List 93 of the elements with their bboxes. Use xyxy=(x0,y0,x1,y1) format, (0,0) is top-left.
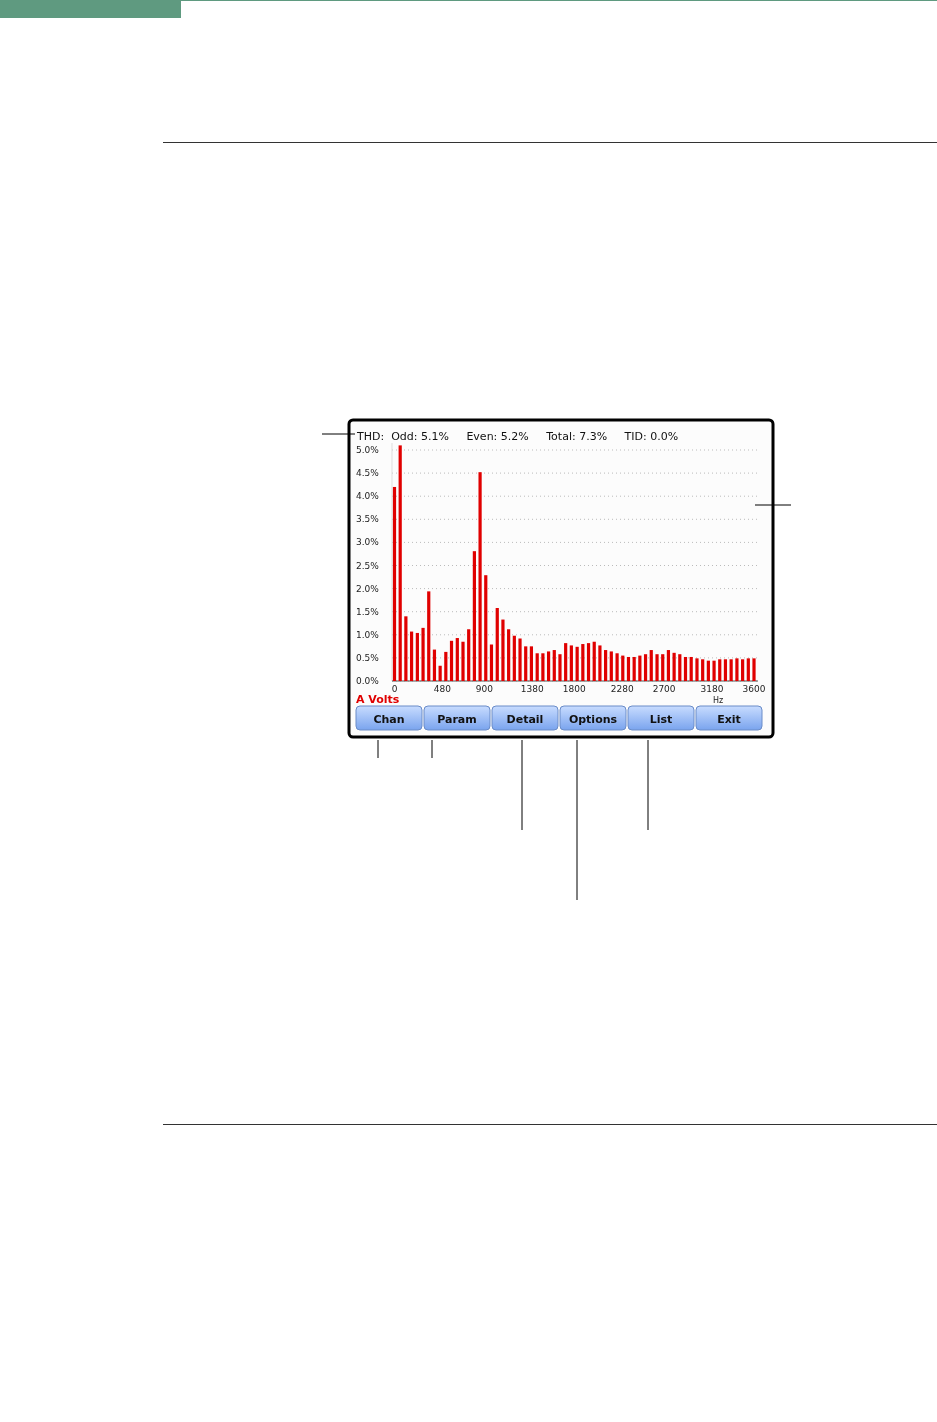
bar xyxy=(484,575,488,681)
y-tick-label: 1.5% xyxy=(356,606,380,617)
bar xyxy=(569,645,573,681)
x-tick-label: 2280 xyxy=(610,684,634,694)
bar xyxy=(649,650,653,681)
x-tick-label: 3600 xyxy=(742,684,766,694)
x-tick-label: 0 xyxy=(391,684,398,694)
bar xyxy=(495,608,499,681)
bar xyxy=(478,472,482,681)
x-tick-label: 900 xyxy=(475,684,494,694)
y-tick-label: 2.5% xyxy=(356,560,380,571)
bar xyxy=(741,659,745,681)
bar xyxy=(392,486,397,681)
bar xyxy=(666,650,671,681)
bar xyxy=(524,646,528,681)
x-tick-label: 2700 xyxy=(652,684,676,694)
y-tick-label: 4.5% xyxy=(356,468,380,479)
bar xyxy=(609,651,613,681)
text: Chan xyxy=(373,713,405,726)
bar xyxy=(581,644,585,681)
bar xyxy=(444,651,448,681)
bar xyxy=(552,650,556,681)
bar xyxy=(643,654,648,681)
bar xyxy=(461,641,465,681)
bar xyxy=(592,641,596,681)
bar xyxy=(501,619,505,681)
y-tick-label: 1.0% xyxy=(356,629,380,640)
bar xyxy=(455,638,459,681)
bar xyxy=(558,654,562,681)
text: A Volts xyxy=(356,693,400,706)
bar xyxy=(729,659,733,681)
chart-title: THD: Odd: 5.1% Even: 5.2% Total: 7.3% TID: 0.0% xyxy=(356,430,679,443)
bar xyxy=(512,635,516,681)
bar xyxy=(404,616,408,681)
bar xyxy=(575,646,579,681)
bar xyxy=(718,659,722,681)
bar xyxy=(701,659,705,681)
x-tick-label: 3180 xyxy=(700,684,724,694)
bar xyxy=(689,656,693,681)
y-tick-label: 4.0% xyxy=(356,491,380,502)
text: Param xyxy=(437,713,477,726)
y-tick-label: 2.0% xyxy=(356,583,380,594)
bar xyxy=(604,650,608,681)
y-tick-label: 0.5% xyxy=(356,652,380,663)
x-tick-label: 480 xyxy=(433,684,452,694)
text: Detail xyxy=(506,713,544,726)
text: Exit xyxy=(717,713,741,726)
bar xyxy=(661,654,665,681)
text: Options xyxy=(568,713,618,726)
bar xyxy=(735,658,739,681)
bar xyxy=(598,645,602,681)
bar xyxy=(409,631,414,681)
bar xyxy=(626,656,631,681)
x-tick-label: 1800 xyxy=(562,684,586,694)
bar xyxy=(712,660,716,681)
bar xyxy=(472,551,476,681)
bar xyxy=(632,656,636,681)
bar xyxy=(398,445,402,681)
bar xyxy=(586,643,591,681)
bar xyxy=(638,655,642,681)
bar xyxy=(529,646,534,681)
bar xyxy=(507,629,511,681)
bar xyxy=(564,643,568,681)
bar xyxy=(752,658,756,681)
bar xyxy=(706,660,710,681)
text: List xyxy=(649,713,673,726)
y-tick-label: 3.0% xyxy=(356,537,380,548)
bar xyxy=(723,659,728,681)
bar xyxy=(683,656,688,681)
bar xyxy=(421,627,425,681)
bar xyxy=(621,655,625,681)
bar xyxy=(678,654,682,681)
bar xyxy=(467,629,471,681)
bar xyxy=(415,632,419,681)
bar xyxy=(449,640,454,681)
bar xyxy=(746,658,750,681)
bar xyxy=(615,653,619,681)
y-tick-label: 5.0% xyxy=(356,445,380,455)
bar xyxy=(541,653,545,681)
bar xyxy=(535,653,539,681)
bar xyxy=(432,649,437,681)
bar xyxy=(546,651,551,681)
bar xyxy=(672,652,676,681)
y-tick-label: 3.5% xyxy=(356,514,380,525)
bar xyxy=(489,644,494,681)
x-tick-label: 1380 xyxy=(520,684,545,694)
bar xyxy=(655,654,659,681)
bar xyxy=(695,658,699,681)
bar xyxy=(518,638,522,681)
bar xyxy=(427,591,431,681)
y-tick-label: 0.0% xyxy=(356,676,380,686)
bar xyxy=(438,665,442,681)
x-axis-title: Hz xyxy=(712,696,724,705)
